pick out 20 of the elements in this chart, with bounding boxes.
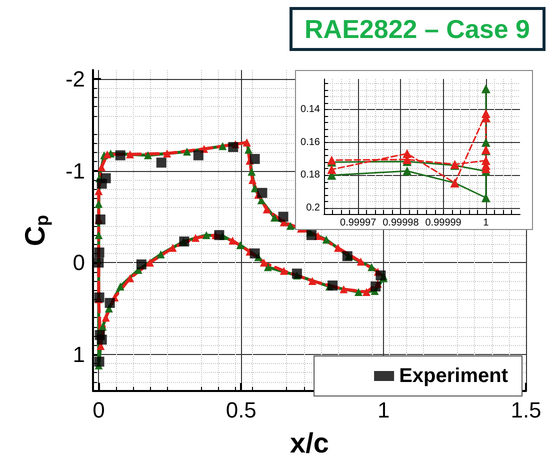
y-tick-label: -1: [65, 158, 85, 184]
y-tick-label: 0.18: [300, 170, 320, 181]
x-tick-label: 0: [92, 398, 105, 422]
y-axis-title: Cp: [20, 214, 52, 246]
x-tick-label: 0.99998: [382, 218, 420, 228]
y-tick-label: -2: [65, 66, 85, 92]
x-tick-label: 0.5: [226, 398, 256, 422]
y-tick-label: 0.16: [300, 136, 320, 148]
y-tick-label: 0: [72, 250, 85, 276]
x-tick-label: 0.99997: [340, 218, 377, 228]
x-tick-label: 1: [377, 398, 390, 422]
legend-label: Experiment: [399, 365, 508, 387]
x-tick-label: 1.5: [510, 398, 542, 422]
y-tick-label: 0.14: [300, 104, 320, 116]
x-tick-label: 0.99999: [425, 218, 462, 228]
y-tick-label: 0.2: [306, 202, 320, 214]
y-tick-label: 1: [72, 342, 85, 367]
chart-title: RAE2822 – Case 9: [304, 14, 530, 44]
x-tick-label: 1: [483, 218, 490, 228]
x-axis-title: x/c: [290, 428, 329, 458]
